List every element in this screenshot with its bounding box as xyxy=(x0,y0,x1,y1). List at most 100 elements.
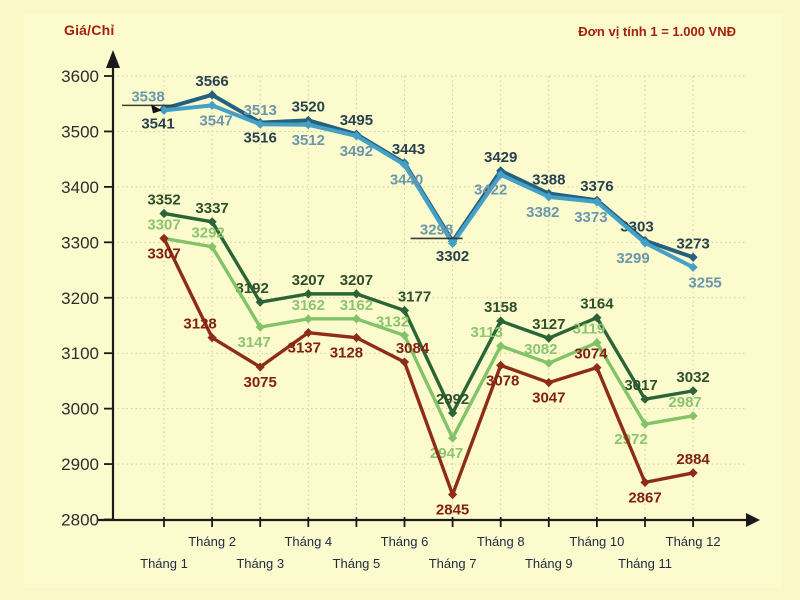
data-point-light-blue xyxy=(399,160,410,170)
data-point-dark-red xyxy=(207,333,217,343)
data-point-dark-red xyxy=(303,328,313,338)
data-label-dark-blue: 3443 xyxy=(392,141,425,158)
data-label-light-blue: 3512 xyxy=(292,132,325,149)
data-label-light-blue: 3513 xyxy=(244,102,277,119)
y-tick-label: 3300 xyxy=(61,233,99,252)
data-label-dark-green: 3032 xyxy=(676,369,709,386)
data-label-light-green: 2972 xyxy=(614,431,647,448)
x-tick-label: Tháng 4 xyxy=(284,534,332,549)
data-point-dark-red xyxy=(351,333,361,343)
data-label-dark-blue: 3520 xyxy=(292,98,325,115)
y-tick-label: 3000 xyxy=(61,400,99,419)
data-label-dark-green: 3207 xyxy=(292,272,325,289)
data-label-dark-green: 3337 xyxy=(195,200,228,217)
unit-note: Đơn vị tính 1 = 1.000 VNĐ xyxy=(578,24,736,39)
data-label-dark-blue: 3495 xyxy=(340,112,373,129)
data-point-dark-green xyxy=(496,316,506,326)
data-label-dark-blue: 3566 xyxy=(195,73,228,90)
x-tick-label: Tháng 5 xyxy=(333,556,381,571)
data-point-light-green xyxy=(592,338,602,348)
data-point-light-blue xyxy=(351,131,361,141)
data-point-light-blue xyxy=(496,170,506,180)
data-point-dark-green xyxy=(207,217,217,227)
data-point-light-blue xyxy=(688,262,698,272)
data-point-light-blue xyxy=(640,238,650,248)
data-label-dark-green: 3192 xyxy=(236,280,269,297)
y-tick-label: 3500 xyxy=(61,122,99,141)
data-label-dark-red: 3074 xyxy=(574,346,608,363)
data-label-light-green: 3082 xyxy=(524,341,557,358)
x-tick-label: Tháng 2 xyxy=(188,534,236,549)
data-label-light-blue: 3538 xyxy=(131,88,164,105)
data-label-dark-red: 3128 xyxy=(330,345,363,362)
data-point-dark-green xyxy=(688,386,698,396)
y-axis-arrow xyxy=(106,50,120,68)
data-label-light-blue: 3440 xyxy=(390,172,423,189)
data-point-light-green xyxy=(496,341,506,351)
data-point-dark-green xyxy=(303,289,313,299)
data-point-light-green xyxy=(399,330,410,341)
data-label-dark-blue: 3429 xyxy=(484,149,517,166)
data-label-dark-blue: 3273 xyxy=(676,235,709,252)
x-axis-arrow xyxy=(746,513,760,527)
plot-background xyxy=(24,14,782,588)
data-label-dark-blue: 3541 xyxy=(141,116,174,133)
data-label-light-blue: 3255 xyxy=(688,274,721,291)
data-label-dark-red: 2867 xyxy=(628,489,661,506)
data-label-dark-green: 3177 xyxy=(398,289,431,306)
y-tick-label: 3600 xyxy=(61,67,99,86)
data-label-light-blue: 3492 xyxy=(340,143,373,160)
data-point-dark-red xyxy=(640,477,650,487)
data-point-dark-green xyxy=(351,289,361,299)
data-label-dark-red: 3078 xyxy=(486,372,519,389)
y-tick-label: 3400 xyxy=(61,178,99,197)
x-tick-label: Tháng 10 xyxy=(569,534,624,549)
x-tick-label: Tháng 1 xyxy=(140,556,188,571)
data-point-light-green xyxy=(207,242,217,252)
x-tick-label: Tháng 12 xyxy=(666,534,721,549)
data-point-dark-red xyxy=(592,363,602,373)
data-point-light-green xyxy=(351,314,361,324)
data-point-light-green xyxy=(448,433,458,443)
data-point-dark-red xyxy=(544,377,554,388)
data-label-light-blue: 3382 xyxy=(526,204,559,221)
leader-arrow xyxy=(151,104,162,114)
data-label-light-green: 3307 xyxy=(147,216,180,233)
data-label-dark-blue: 3302 xyxy=(436,248,469,265)
data-label-dark-green: 3017 xyxy=(624,377,657,394)
y-tick-label: 3200 xyxy=(61,289,99,308)
data-point-dark-green xyxy=(544,333,554,343)
data-label-dark-red: 3137 xyxy=(288,340,321,357)
data-point-light-green xyxy=(640,419,650,429)
x-tick-label: Tháng 7 xyxy=(429,556,477,571)
line-light-green xyxy=(162,236,695,440)
data-label-dark-red: 2845 xyxy=(436,502,469,519)
x-tick-label: Tháng 8 xyxy=(477,534,525,549)
data-point-light-blue xyxy=(207,100,217,110)
data-label-dark-red: 3307 xyxy=(147,245,180,262)
data-label-dark-green: 3158 xyxy=(484,299,517,316)
data-label-dark-red: 2884 xyxy=(676,451,710,468)
data-point-dark-red xyxy=(255,362,265,372)
x-tick-label: Tháng 9 xyxy=(525,556,573,571)
x-tick-label: Tháng 6 xyxy=(381,534,429,549)
data-label-dark-blue: 3516 xyxy=(244,130,277,147)
data-label-light-green: 3292 xyxy=(191,225,224,242)
data-label-light-green: 3162 xyxy=(340,297,373,314)
data-point-dark-blue xyxy=(688,252,698,262)
data-label-light-blue: 3547 xyxy=(199,112,232,129)
data-point-dark-red xyxy=(496,360,506,370)
data-point-light-blue xyxy=(255,119,265,129)
data-point-dark-blue xyxy=(207,90,217,100)
data-point-light-blue xyxy=(448,238,458,249)
x-tick-label: Tháng 3 xyxy=(236,556,284,571)
data-point-dark-red xyxy=(688,468,698,478)
data-point-dark-red xyxy=(159,233,169,244)
data-point-dark-green xyxy=(159,208,169,219)
y-tick-label: 2900 xyxy=(61,455,99,474)
y-tick-label: 2800 xyxy=(61,511,99,530)
data-label-dark-green: 3352 xyxy=(147,191,180,208)
data-label-light-green: 3132 xyxy=(376,313,409,330)
